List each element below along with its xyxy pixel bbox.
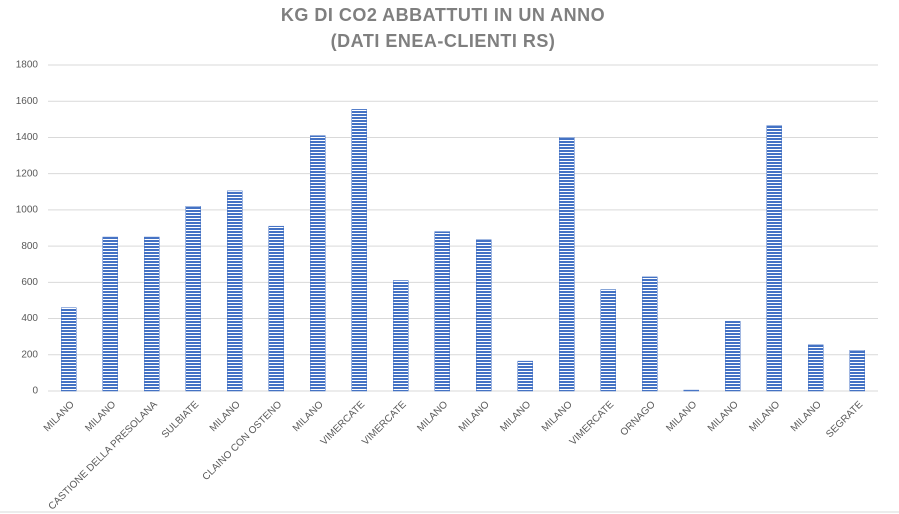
y-tick-label: 200 (21, 349, 38, 360)
bar (766, 125, 782, 392)
bar (144, 236, 160, 392)
x-tick-label: CLAINO CON OSTENO (201, 399, 285, 483)
bar (310, 135, 326, 392)
y-tick-label: 800 (21, 241, 38, 252)
y-tick-label: 1400 (16, 132, 39, 143)
x-tick-label: VIMERCATE (568, 399, 617, 448)
y-tick-label: 1000 (16, 205, 39, 216)
bar (227, 190, 243, 392)
bar (725, 321, 741, 392)
bar (559, 137, 575, 392)
bar (683, 389, 699, 392)
x-tick-label: MILANO (457, 399, 492, 434)
bar (185, 206, 201, 392)
y-tick-label: 600 (21, 277, 38, 288)
x-tick-label: MILANO (208, 399, 243, 434)
x-tick-label: SEGRATE (824, 399, 865, 440)
bar (476, 239, 492, 392)
y-tick-label: 1600 (16, 96, 39, 107)
bar (600, 289, 616, 392)
bar (517, 360, 533, 392)
chart-title: KG DI CO2 ABBATTUTI IN UN ANNO (281, 5, 605, 25)
x-tick-label: ORNAGO (619, 399, 658, 438)
x-tick-label: MILANO (540, 399, 575, 434)
bar (393, 280, 409, 392)
x-tick-label: VIMERCATE (360, 399, 409, 448)
y-tick-label: 0 (32, 386, 38, 397)
bar (808, 344, 824, 392)
bar (61, 307, 77, 392)
x-tick-label: MILANO (747, 399, 782, 434)
bar (434, 231, 450, 392)
x-tick-label: MILANO (498, 399, 533, 434)
x-tick-label: MILANO (664, 399, 699, 434)
y-tick-label: 1800 (16, 60, 39, 71)
y-tick-label: 1200 (16, 168, 39, 179)
x-tick-label: SULBIATE (160, 399, 202, 441)
x-tick-label: MILANO (789, 399, 824, 434)
chart-subtitle: (DATI ENEA-CLIENTI RS) (331, 31, 556, 51)
bar (268, 225, 284, 392)
bar (642, 276, 658, 392)
bar (351, 109, 367, 392)
x-tick-label: MILANO (83, 399, 118, 434)
x-tick-label: MILANO (291, 399, 326, 434)
bar (102, 236, 118, 392)
bar (849, 350, 865, 392)
x-tick-label: MILANO (42, 399, 77, 434)
x-tick-label: MILANO (706, 399, 741, 434)
x-tick-label: MILANO (415, 399, 450, 434)
y-tick-label: 400 (21, 313, 38, 324)
